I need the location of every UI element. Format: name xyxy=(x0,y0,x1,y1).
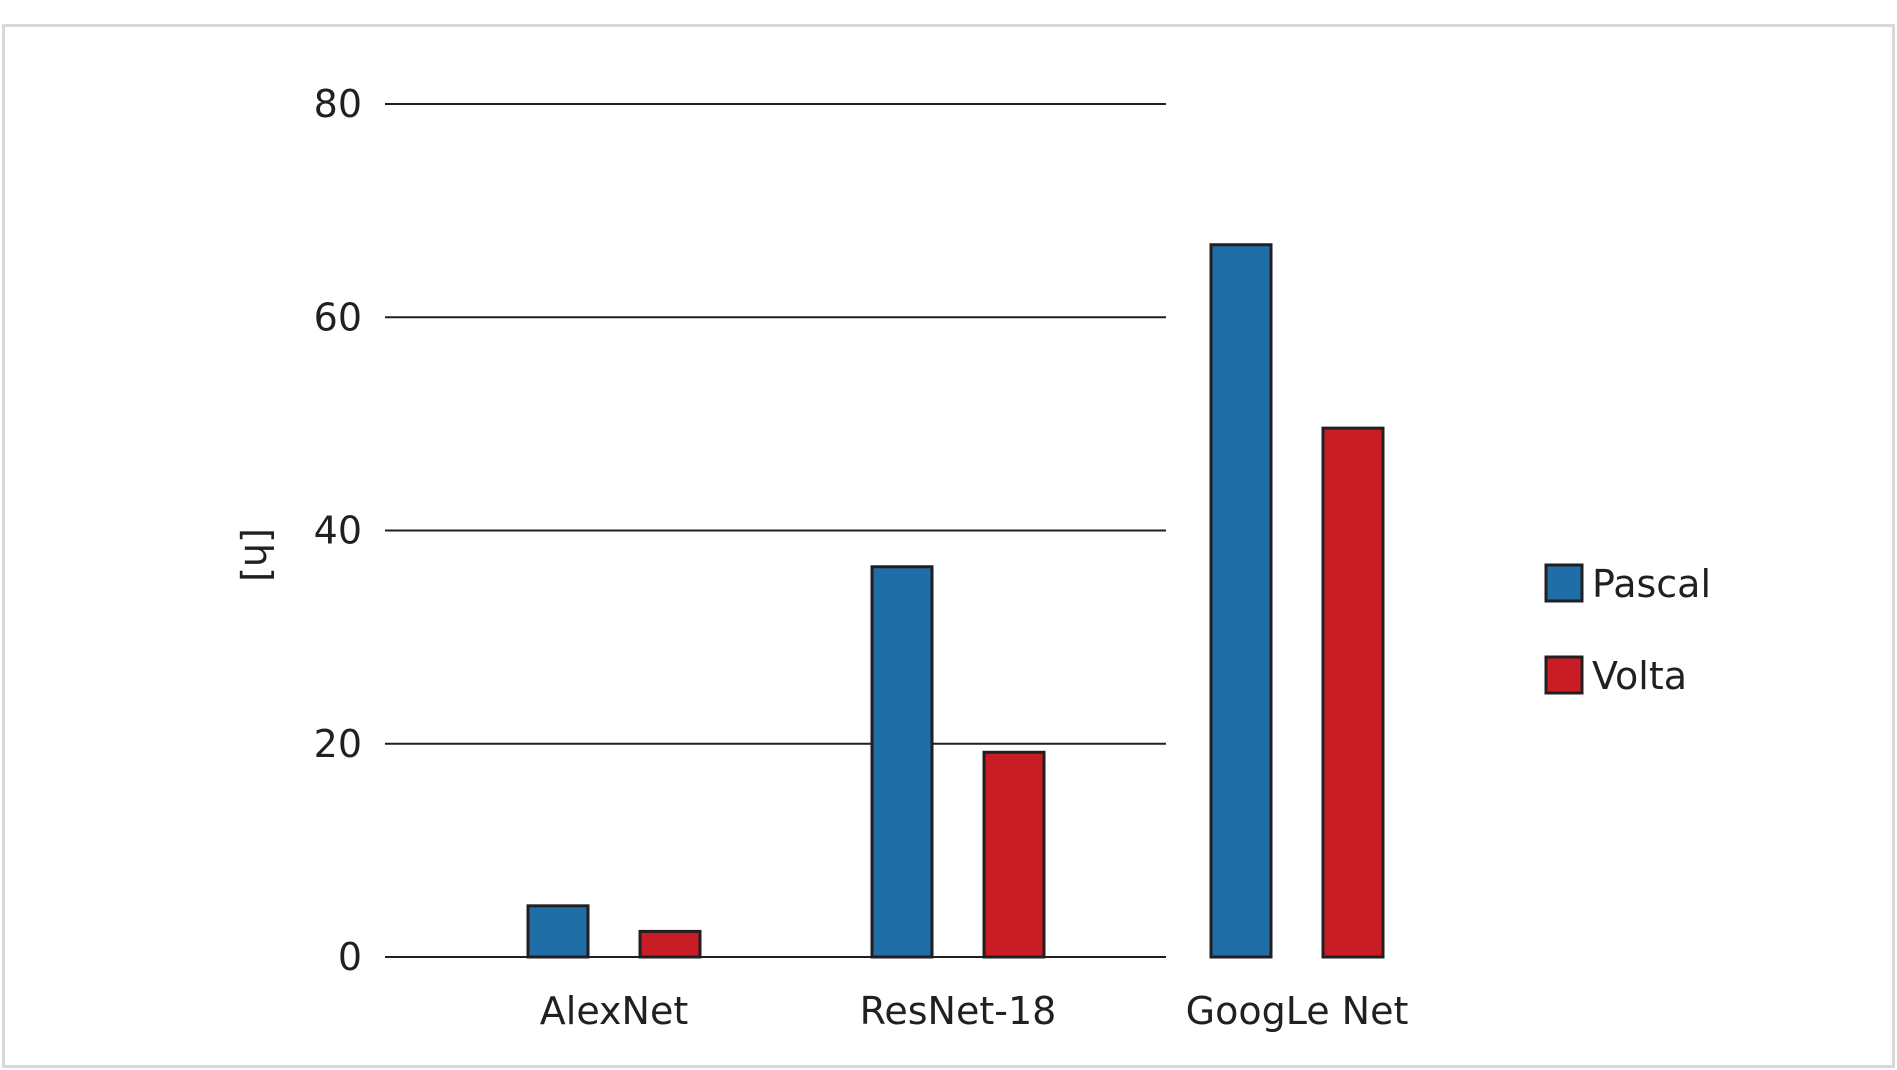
y-tick-label: 20 xyxy=(314,722,362,766)
y-tick-label: 0 xyxy=(338,935,362,979)
bar-volta-0 xyxy=(638,929,702,959)
y-axis-label: [h] xyxy=(236,528,280,582)
y-tick-label: 80 xyxy=(314,82,362,126)
bar-pascal-2 xyxy=(1209,243,1273,959)
category-label: AlexNet xyxy=(540,989,688,1033)
bar-pascal-0 xyxy=(526,904,590,959)
chart-frame xyxy=(2,24,1895,1068)
bars xyxy=(526,243,1385,959)
gridlines xyxy=(385,103,1166,958)
category-label: GoogLe Net xyxy=(1186,989,1409,1033)
legend-swatch-volta xyxy=(1544,655,1584,695)
legend-swatch-pascal xyxy=(1544,563,1584,603)
category-label: ResNet-18 xyxy=(860,989,1057,1033)
bar-volta-1 xyxy=(982,750,1046,959)
y-tick-labels: 0 20 40 60 80 xyxy=(314,82,362,979)
y-tick-label: 40 xyxy=(314,509,362,553)
bar-volta-2 xyxy=(1321,426,1385,959)
legend: Pascal Volta xyxy=(1544,562,1711,698)
category-labels: AlexNet ResNet-18 GoogLe Net xyxy=(540,989,1409,1033)
legend-label-pascal: Pascal xyxy=(1592,562,1711,606)
y-tick-label: 60 xyxy=(314,295,362,339)
bar-pascal-1 xyxy=(870,565,934,959)
legend-label-volta: Volta xyxy=(1592,654,1687,698)
